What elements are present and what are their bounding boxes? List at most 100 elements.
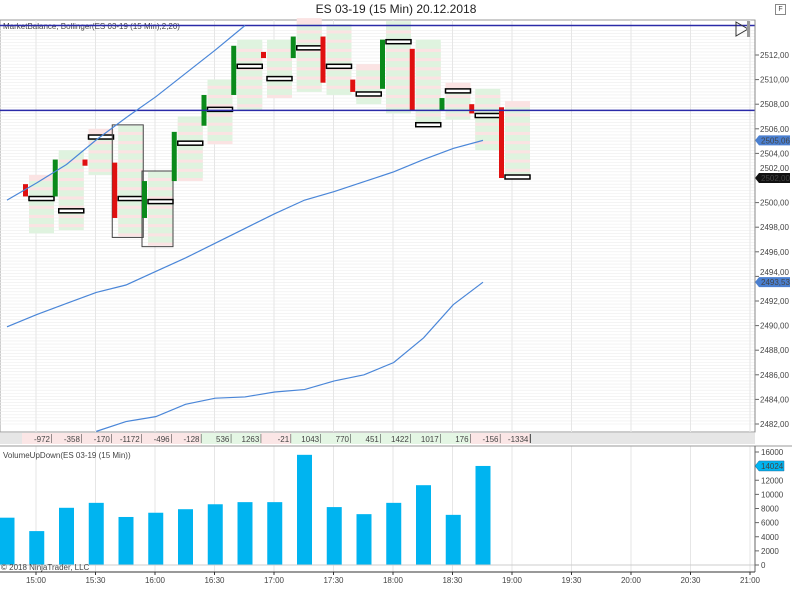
indicator-label: MarketBalance, Bollinger(ES 03-19 (15 Mi… — [3, 22, 180, 31]
footprint-cell — [118, 187, 144, 194]
poc-marker — [206, 106, 234, 113]
delta-cell — [81, 433, 112, 444]
footprint-cell — [475, 122, 501, 129]
y-tick-label: 2506,00 — [760, 125, 789, 134]
y-tick-label: 2508,00 — [760, 100, 789, 109]
time-tick-label: 17:00 — [264, 576, 285, 585]
poc-marker — [296, 45, 323, 51]
poc-marker — [117, 195, 144, 202]
footprint-cell — [386, 24, 411, 31]
footprint-cell — [296, 18, 322, 25]
price-badge-text: 2493,53 — [761, 278, 790, 287]
footprint-cell — [386, 61, 411, 68]
volume-bar — [59, 507, 74, 565]
volume-bar — [297, 454, 312, 565]
footprint-cell — [505, 101, 530, 108]
footprint-cell — [58, 202, 84, 209]
footprint-cell — [415, 61, 441, 68]
footprint-cell — [326, 27, 352, 34]
delta-cell — [380, 433, 411, 444]
y-tick-label: 2490,00 — [760, 322, 789, 331]
volume-tick-label: 4000 — [761, 533, 779, 542]
footprint-cell — [88, 156, 114, 163]
delta-cell — [291, 433, 321, 444]
delta-cell — [201, 433, 232, 444]
y-tick-label: 2512,00 — [760, 51, 789, 60]
f-button[interactable]: F — [775, 4, 786, 15]
price-badge-text: 2505,06 — [761, 136, 790, 145]
poc-marker — [415, 121, 442, 128]
delta-value: -128 — [183, 435, 200, 444]
poc-marker — [474, 112, 501, 119]
volume-tick-label: 12000 — [761, 476, 784, 485]
footprint-cell — [58, 187, 84, 194]
poc-marker — [385, 38, 412, 45]
window-title: ES 03-19 (15 Min) 20.12.2018 — [315, 2, 477, 16]
delta-value: -1334 — [508, 435, 529, 444]
footprint-cell — [237, 39, 263, 46]
footprint-cell — [237, 91, 263, 99]
delta-cell — [350, 433, 381, 444]
poc-marker — [355, 91, 382, 97]
footprint-cell — [177, 116, 203, 123]
footprint-cell — [475, 91, 501, 99]
delta-value: -496 — [154, 435, 171, 444]
poc-marker — [28, 195, 55, 202]
footprint-cell — [177, 156, 203, 163]
volume-bar — [118, 516, 134, 565]
footprint-cell — [386, 91, 411, 99]
delta-value: 1263 — [242, 435, 260, 444]
delta-cell — [321, 433, 351, 444]
volume-tick-label: 6000 — [761, 519, 779, 528]
time-tick-label: 18:00 — [383, 576, 404, 585]
footprint-cell — [267, 91, 292, 99]
time-tick-label: 15:00 — [26, 576, 47, 585]
footprint-cell — [118, 202, 144, 209]
volume-badge — [754, 460, 785, 472]
time-tick-label: 19:00 — [502, 576, 523, 585]
footprint-cell — [118, 217, 144, 225]
volume-bar — [267, 502, 283, 565]
poc-marker — [147, 198, 174, 205]
footprint-cell — [415, 76, 441, 83]
footprint-cell — [296, 76, 322, 83]
time-tick-label: 20:30 — [680, 576, 701, 585]
delta-cell — [470, 433, 501, 444]
footprint-cell — [29, 217, 54, 225]
footprint-cell — [88, 128, 114, 135]
volume-tick-label: 8000 — [761, 505, 779, 514]
price-badge — [755, 277, 790, 288]
time-tick-label: 21:00 — [740, 576, 761, 585]
footprint-cell — [207, 91, 233, 99]
footprint-cell — [118, 171, 144, 178]
down-candle — [350, 79, 356, 92]
up-candle — [142, 181, 147, 218]
volume-bar — [475, 465, 491, 565]
footprint-cell — [177, 171, 203, 178]
footprint-cell — [177, 122, 203, 129]
footprint-cell — [148, 202, 173, 209]
time-tick-label: 15:30 — [85, 576, 106, 585]
volume-bar — [326, 507, 342, 565]
time-tick-label: 18:30 — [442, 576, 463, 585]
footprint-cell — [356, 76, 382, 83]
delta-cell — [410, 433, 441, 444]
poc-marker — [444, 88, 472, 94]
footprint-cell — [415, 39, 441, 46]
volume-bar — [148, 512, 164, 565]
volume-bar — [178, 509, 193, 565]
footprint-cell — [148, 171, 173, 178]
volume-tick-label: 10000 — [761, 490, 784, 499]
up-candle — [439, 98, 445, 111]
y-tick-label: 2486,00 — [760, 371, 789, 380]
volume-bar — [0, 517, 15, 565]
y-tick-label: 2492,00 — [760, 297, 789, 306]
footprint-cell — [386, 27, 411, 34]
volume-tick-label: 2000 — [761, 547, 779, 556]
footprint-cell — [326, 76, 352, 83]
y-tick-label: 2504,00 — [760, 149, 789, 158]
up-candle — [231, 45, 237, 95]
volume-bar — [237, 502, 253, 565]
delta-cell — [500, 433, 531, 444]
